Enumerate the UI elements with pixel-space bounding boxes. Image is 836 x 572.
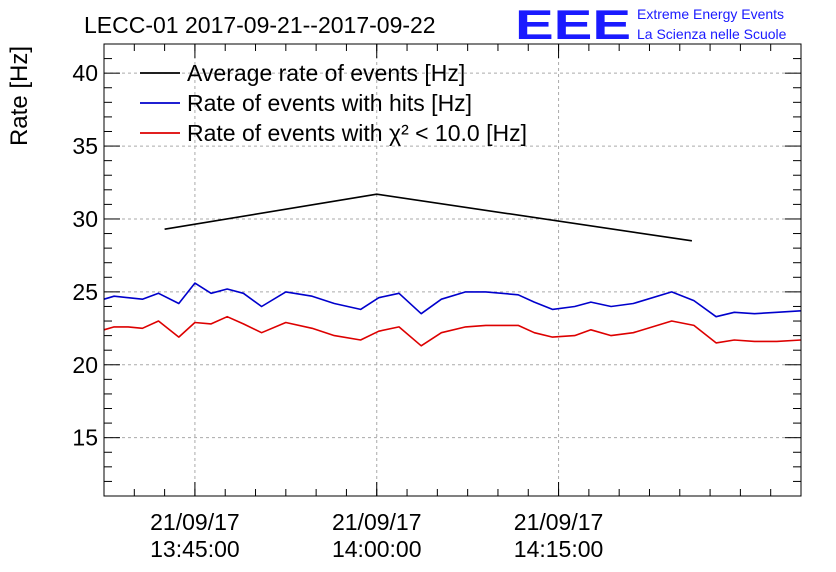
chart-title: LECC-01 2017-09-21--2017-09-22 [84,12,436,38]
x-tick-label-time: 13:45:00 [150,536,240,562]
x-tick-label-date: 21/09/17 [514,509,604,535]
logo-line-1: Extreme Energy Events [637,6,784,22]
legend-label-1: Average rate of events [Hz] [187,60,465,86]
y-tick-label: 40 [72,60,98,86]
logo-eee: EEE [515,1,631,48]
y-tick-label: 25 [72,279,98,305]
x-tick-label-date: 21/09/17 [150,509,240,535]
series-group [103,193,802,347]
axis-ticks: 15202530354021/09/1713:45:0021/09/1714:0… [72,43,802,562]
series-line-2 [103,282,802,318]
x-tick-label-time: 14:00:00 [332,536,422,562]
logo-line-2: La Scienza nelle Scuole [637,26,787,42]
y-tick-label: 35 [72,133,98,159]
y-tick-label: 30 [72,206,98,232]
legend-label-3: Rate of events with χ² < 10.0 [Hz] [187,120,527,146]
x-tick-label-time: 14:15:00 [514,536,604,562]
x-tick-label-date: 21/09/17 [332,509,422,535]
legend: Average rate of events [Hz] Rate of event… [140,60,527,146]
y-tick-label: 20 [72,352,98,378]
grid [104,44,801,496]
y-tick-label: 15 [72,425,98,451]
y-axis-label: Rate [Hz] [6,46,33,146]
legend-label-2: Rate of events with hits [Hz] [187,90,472,116]
series-line-1 [164,193,693,242]
plot-frame [103,43,802,497]
series-line-3 [103,315,802,347]
